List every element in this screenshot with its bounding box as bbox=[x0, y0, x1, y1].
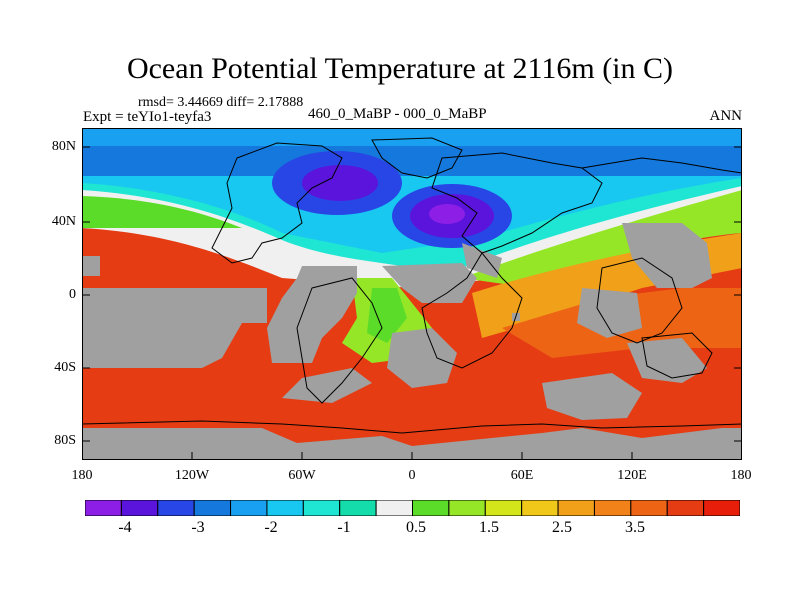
colorbar-swatch bbox=[193, 500, 232, 516]
colorbar-swatch bbox=[230, 500, 268, 516]
lon-tick-0: 0 bbox=[408, 468, 416, 483]
map-panel bbox=[82, 128, 742, 460]
colorbar-label: -3 bbox=[191, 519, 205, 536]
colorbar-swatch bbox=[302, 500, 341, 516]
season-label: ANN bbox=[709, 108, 743, 124]
stats-text: rmsd= 3.44669 diff= 2.17888 bbox=[138, 95, 304, 110]
colorbar-swatch bbox=[666, 500, 705, 516]
colorbar-swatch bbox=[484, 500, 523, 516]
colorbar-swatch bbox=[339, 500, 377, 516]
colorbar-label: 1.5 bbox=[479, 519, 499, 536]
colorbar-label: -1 bbox=[337, 519, 351, 536]
lat-tick-80s: 80S bbox=[54, 433, 76, 448]
subtitle: 460_0_MaBP - 000_0_MaBP bbox=[308, 106, 487, 122]
atlantic-core bbox=[367, 288, 407, 343]
colorbar-label: -4 bbox=[118, 519, 132, 536]
colorbar-label: -2 bbox=[264, 519, 278, 536]
colorbar-label: 2.5 bbox=[552, 519, 572, 536]
land-masses bbox=[82, 223, 742, 460]
colorbar-swatch bbox=[448, 500, 486, 516]
colorbar-swatch bbox=[557, 500, 595, 516]
lon-tick-120w: 120W bbox=[174, 468, 210, 483]
lon-tick-120e: 120E bbox=[617, 468, 647, 483]
colorbar-swatch bbox=[593, 500, 632, 516]
temperature-map bbox=[82, 128, 742, 460]
cold-pool-west bbox=[302, 165, 378, 201]
lon-tick-180e: 180 bbox=[730, 468, 752, 483]
lon-tick-60e: 60E bbox=[510, 468, 534, 483]
colorbar bbox=[85, 500, 740, 516]
colorbar-label: 3.5 bbox=[625, 519, 645, 536]
tick-marks bbox=[82, 146, 742, 460]
cold-core-east bbox=[429, 204, 465, 224]
lat-tick-0: 0 bbox=[69, 287, 76, 302]
colorbar-swatch bbox=[521, 500, 559, 516]
colorbar-swatch bbox=[266, 500, 304, 516]
neutral-band bbox=[82, 186, 742, 288]
colorbar-swatch bbox=[120, 500, 159, 516]
polar-cap bbox=[82, 128, 742, 146]
lon-tick-60w: 60W bbox=[288, 468, 316, 483]
plot-title: Ocean Potential Temperature at 2116m (in… bbox=[126, 52, 674, 85]
lat-tick-40n: 40N bbox=[51, 214, 76, 229]
colorbar-label: 0.5 bbox=[406, 519, 426, 536]
colorbar-swatch bbox=[412, 500, 450, 516]
colorbar-swatch bbox=[85, 500, 122, 516]
green-east bbox=[462, 190, 742, 288]
colorbar-swatch bbox=[703, 500, 740, 516]
green-west bbox=[82, 196, 242, 228]
colorbar-swatch bbox=[157, 500, 195, 516]
lon-tick-180w: 180 bbox=[71, 468, 93, 483]
experiment-label: Expt = teYIo1-teyfa3 bbox=[83, 109, 212, 125]
lat-tick-40s: 40S bbox=[54, 360, 76, 375]
colorbar-swatch bbox=[630, 500, 668, 516]
coastlines bbox=[82, 137, 742, 434]
colorbar-swatch bbox=[375, 500, 413, 516]
lat-tick-80n: 80N bbox=[51, 139, 76, 154]
